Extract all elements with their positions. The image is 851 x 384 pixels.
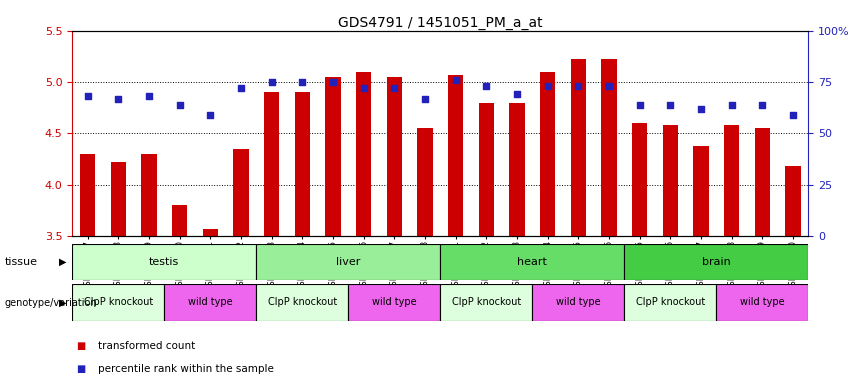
Point (449, 77, 463, 83)
Point (603, 83, 616, 89)
Text: wild type: wild type (188, 297, 232, 308)
Text: transformed count: transformed count (98, 341, 195, 351)
Bar (80, 154, 95, 236)
Text: brain: brain (702, 257, 731, 267)
Point (418, 96, 431, 102)
Bar (510, 103, 525, 236)
Bar (663, 125, 678, 236)
Point (480, 83, 494, 89)
Text: ■: ■ (77, 364, 86, 374)
Point (142, 93, 156, 99)
Text: liver: liver (336, 257, 361, 267)
Point (786, 112, 800, 118)
Text: wild type: wild type (740, 297, 785, 308)
Text: ClpP knockout: ClpP knockout (636, 297, 705, 308)
Point (173, 102, 186, 108)
Bar (625, 244, 808, 280)
Bar (111, 162, 126, 236)
Title: GDS4791 / 1451051_PM_a_at: GDS4791 / 1451051_PM_a_at (338, 16, 543, 30)
Text: tissue: tissue (4, 257, 37, 267)
Text: wild type: wild type (372, 297, 417, 308)
Bar (72, 284, 164, 321)
Bar (356, 72, 371, 236)
Text: testis: testis (149, 257, 180, 267)
Bar (325, 77, 340, 236)
Bar (386, 77, 402, 236)
Bar (540, 72, 556, 236)
Bar (448, 75, 464, 236)
Bar (602, 60, 617, 236)
Point (295, 79, 309, 85)
Bar (203, 229, 218, 236)
Point (357, 85, 370, 91)
Point (572, 83, 585, 89)
Point (81, 93, 94, 99)
Bar (256, 284, 348, 321)
Bar (625, 284, 717, 321)
Bar (632, 123, 648, 236)
Bar (348, 284, 440, 321)
Point (265, 79, 278, 85)
Bar (785, 166, 801, 236)
Point (664, 102, 677, 108)
Point (756, 102, 769, 108)
Point (203, 112, 217, 118)
Text: ClpP knockout: ClpP knockout (83, 297, 153, 308)
Bar (141, 154, 157, 236)
Point (511, 91, 524, 98)
Bar (72, 244, 256, 280)
Bar (571, 60, 586, 236)
Text: genotype/variation: genotype/variation (4, 298, 97, 308)
Point (541, 83, 555, 89)
Bar (256, 244, 440, 280)
Bar (294, 92, 310, 236)
Bar (479, 103, 494, 236)
Bar (440, 284, 533, 321)
Bar (694, 146, 709, 236)
Point (234, 85, 248, 91)
Bar (717, 284, 808, 321)
Bar (724, 125, 740, 236)
Bar (440, 244, 625, 280)
Point (111, 96, 125, 102)
Text: ClpP knockout: ClpP knockout (452, 297, 521, 308)
Text: ▶: ▶ (59, 257, 66, 267)
Text: percentile rank within the sample: percentile rank within the sample (98, 364, 274, 374)
Text: ■: ■ (77, 341, 86, 351)
Text: wild type: wild type (556, 297, 601, 308)
Bar (233, 149, 248, 236)
Bar (755, 128, 770, 236)
Point (633, 102, 647, 108)
Bar (417, 128, 432, 236)
Text: heart: heart (517, 257, 547, 267)
Bar (172, 205, 187, 236)
Point (387, 85, 401, 91)
Bar (264, 92, 279, 236)
Point (326, 79, 340, 85)
Bar (533, 284, 625, 321)
Point (694, 106, 708, 112)
Text: ▶: ▶ (59, 298, 66, 308)
Point (725, 102, 739, 108)
Text: ClpP knockout: ClpP knockout (268, 297, 337, 308)
Bar (164, 284, 256, 321)
